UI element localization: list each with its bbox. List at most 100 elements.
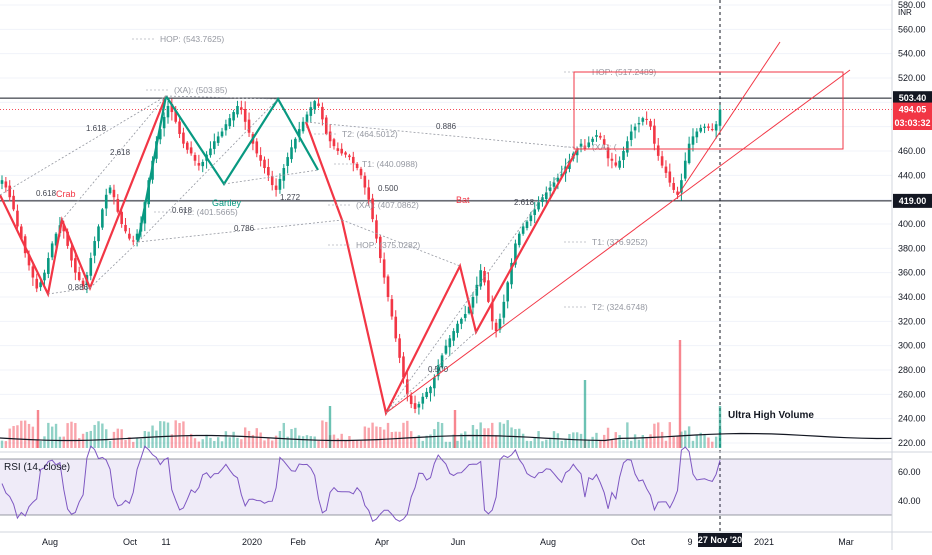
- price-tick-label: 520.00: [898, 73, 926, 83]
- fib-ratio-label: 0.786: [234, 224, 255, 233]
- target-box: [573, 71, 844, 150]
- candle-body: [355, 163, 359, 169]
- price-tick-label: 280.00: [898, 365, 926, 375]
- volume-bar: [344, 440, 347, 448]
- volume-bar: [668, 422, 672, 448]
- candle-body: [116, 198, 120, 212]
- volume-bar: [695, 435, 699, 448]
- candle-body: [514, 243, 517, 265]
- candle-body: [112, 189, 116, 198]
- candle-body: [143, 202, 147, 224]
- volume-bar: [433, 429, 436, 448]
- volume-bar: [325, 421, 328, 448]
- ratio-line: [341, 219, 461, 267]
- volume-bar: [375, 426, 378, 448]
- volume-bar: [332, 434, 336, 448]
- candle-body: [375, 220, 378, 239]
- volume-bar: [147, 431, 150, 448]
- volume-bar: [278, 430, 282, 448]
- price-tag-bg: [893, 193, 932, 208]
- volume-bar: [240, 439, 243, 448]
- candle-body: [587, 142, 591, 148]
- volume-bar: [618, 435, 621, 448]
- price-tick-label: 340.00: [898, 292, 926, 302]
- volume-bar: [101, 423, 104, 448]
- candle-body: [382, 259, 386, 278]
- current-date-label: 27 Nov '20: [698, 535, 742, 545]
- volume-bar: [506, 420, 509, 448]
- volume-bar: [128, 437, 131, 448]
- candle-body: [309, 107, 313, 116]
- volume-bar: [155, 430, 158, 448]
- candle-body: [0, 180, 4, 184]
- pattern-name-label: Gartley: [212, 198, 242, 208]
- volume-bars: [0, 340, 893, 448]
- candle-body: [255, 141, 259, 154]
- candle-body: [456, 323, 459, 333]
- target-label: (XA): (503.85): [174, 85, 228, 95]
- volume-bar: [498, 422, 502, 448]
- volume-bar: [371, 422, 374, 448]
- candle-body: [471, 296, 475, 308]
- candle-body: [626, 141, 629, 153]
- volume-bar: [336, 438, 340, 448]
- volume-bar: [174, 420, 177, 448]
- candle-body: [633, 126, 637, 131]
- volume-bar: [20, 420, 23, 448]
- ratio-line: [89, 241, 139, 289]
- volume-bar: [529, 441, 533, 448]
- time-tick-label: 2020: [242, 537, 262, 547]
- candle-body: [714, 124, 718, 131]
- candle-body: [348, 155, 351, 158]
- volume-bar: [687, 426, 691, 448]
- time-tick-label: 11: [161, 537, 170, 547]
- fib-ratio-label: 0.886: [436, 122, 457, 131]
- volume-bar: [626, 422, 629, 448]
- volume-bar: [548, 437, 552, 448]
- volume-bar: [514, 429, 517, 448]
- candle-body: [641, 118, 645, 122]
- volume-bar: [691, 440, 695, 448]
- candle-body: [12, 195, 15, 210]
- candle-body: [193, 155, 197, 161]
- volume-bar: [197, 441, 201, 448]
- volume-bar: [448, 441, 451, 448]
- time-tick-label: 9: [687, 537, 692, 547]
- volume-bar: [568, 434, 571, 448]
- candle-body: [340, 148, 343, 154]
- candle-body: [81, 280, 85, 287]
- candle-body: [664, 166, 668, 173]
- volume-bar: [487, 428, 490, 448]
- ratio-line: [0, 95, 167, 196]
- volume-spike: [678, 340, 682, 448]
- candle-body: [351, 156, 355, 164]
- bat-pattern-legs: [304, 121, 579, 417]
- volume-bar: [93, 424, 96, 448]
- candle-body: [575, 148, 579, 156]
- candle-body: [182, 132, 185, 144]
- candle-body: [243, 109, 247, 122]
- volume-bar: [31, 426, 35, 448]
- candle-body: [541, 197, 544, 202]
- volume-bar: [390, 431, 394, 448]
- volume-bar: [680, 431, 683, 448]
- candle-body: [463, 314, 467, 318]
- candle-body: [448, 338, 452, 348]
- candle-body: [595, 135, 598, 137]
- volume-bar: [599, 440, 602, 448]
- price-tag-label: 419.00: [899, 196, 927, 206]
- candle-body: [556, 177, 560, 182]
- current-date-bg: [698, 533, 742, 547]
- volume-bar: [170, 434, 174, 448]
- rsi-line: [1, 445, 721, 523]
- volume-bar: [471, 425, 475, 448]
- candle-body: [409, 395, 413, 405]
- volume-bar: [367, 427, 370, 448]
- candle-body: [649, 121, 652, 127]
- candle-body: [224, 124, 228, 131]
- volume-bar: [676, 436, 679, 448]
- price-tick-label: 560.00: [898, 24, 926, 34]
- trend-lines: [385, 41, 851, 414]
